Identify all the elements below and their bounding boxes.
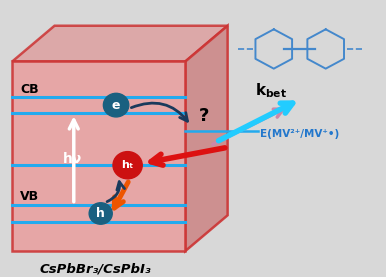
Text: hν: hν xyxy=(63,152,82,166)
Text: E(MV²⁺/MV⁺•): E(MV²⁺/MV⁺•) xyxy=(260,129,340,138)
Text: CsPbBr₃/CsPbI₃: CsPbBr₃/CsPbI₃ xyxy=(39,263,151,276)
Text: hₜ: hₜ xyxy=(122,160,134,170)
Polygon shape xyxy=(12,26,228,61)
Text: ?: ? xyxy=(199,106,209,124)
Text: h: h xyxy=(96,207,105,220)
Polygon shape xyxy=(12,61,185,251)
Text: CB: CB xyxy=(20,83,39,96)
Circle shape xyxy=(103,93,129,117)
Text: e: e xyxy=(112,99,120,112)
Circle shape xyxy=(89,203,112,224)
Polygon shape xyxy=(185,26,228,251)
Text: VB: VB xyxy=(20,190,39,203)
Circle shape xyxy=(113,152,142,179)
Text: $\mathbf{k}_{\mathbf{bet}}$: $\mathbf{k}_{\mathbf{bet}}$ xyxy=(254,81,286,100)
